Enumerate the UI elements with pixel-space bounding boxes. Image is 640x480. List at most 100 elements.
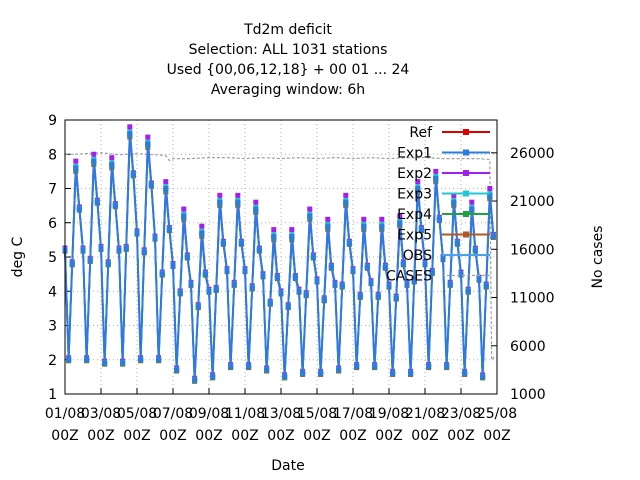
- point-exp2: [73, 158, 79, 164]
- point-exp2: [451, 192, 457, 198]
- y-axis-label: deg C: [10, 236, 26, 277]
- point-exp1: [462, 370, 468, 376]
- point-exp1: [206, 288, 212, 294]
- point-exp2: [379, 216, 385, 222]
- legend-label-exp5: Exp5: [397, 228, 432, 244]
- point-exp1: [264, 367, 270, 373]
- x-tick-sublabel: 00Z: [87, 428, 114, 444]
- point-exp1: [422, 261, 428, 267]
- point-exp1: [98, 245, 104, 251]
- x-tick-sublabel: 00Z: [339, 428, 366, 444]
- point-exp1: [127, 131, 133, 137]
- point-exp2: [199, 223, 205, 229]
- x-tick-sublabel: 00Z: [411, 428, 438, 444]
- series-layer: [62, 124, 496, 384]
- point-exp1: [418, 227, 424, 233]
- point-exp1: [343, 199, 349, 205]
- point-exp1: [318, 370, 324, 376]
- point-exp1: [372, 364, 378, 370]
- point-exp2: [343, 192, 349, 198]
- point-exp1: [285, 304, 291, 310]
- y-tick-label: 7: [48, 182, 57, 198]
- axis-ticks: 1 2 3 4 5 6 7 8 9 1000 6000 11000 16000 21000 26000 01/…: [45, 113, 555, 444]
- y2-tick-label: 21000: [510, 194, 555, 210]
- point-exp1: [177, 290, 183, 296]
- point-exp1: [174, 367, 180, 373]
- point-exp1: [346, 240, 352, 246]
- point-exp2: [253, 199, 259, 205]
- x-tick-sublabel: 00Z: [123, 428, 150, 444]
- point-exp1: [325, 223, 331, 229]
- series-line-exp1: [64, 133, 495, 381]
- point-exp1: [397, 220, 403, 226]
- x-tick-label: 07/08: [153, 406, 193, 422]
- point-exp1: [300, 370, 306, 376]
- point-exp1: [282, 374, 288, 380]
- point-exp2: [325, 216, 331, 222]
- point-exp1: [292, 275, 298, 281]
- point-exp1: [202, 271, 208, 277]
- legend-label-exp3: Exp3: [397, 187, 432, 203]
- point-exp1: [238, 240, 244, 246]
- point-exp1: [400, 261, 406, 267]
- y-tick-label: 5: [48, 250, 57, 266]
- x-axis-label: Date: [271, 458, 304, 474]
- point-exp1: [199, 230, 205, 236]
- legend-label-exp4: Exp4: [397, 207, 432, 223]
- point-exp1: [451, 199, 457, 205]
- point-exp1: [433, 175, 439, 181]
- point-exp1: [271, 233, 277, 239]
- point-exp1: [357, 293, 363, 299]
- x-tick-sublabel: 00Z: [303, 428, 330, 444]
- point-exp1: [134, 230, 140, 236]
- point-exp2: [181, 206, 187, 212]
- x-tick-label: 21/08: [405, 406, 445, 422]
- legend: Ref Exp1 Exp2 Exp3 Exp4 Exp5 OBS CASES: [386, 125, 490, 285]
- point-exp1: [102, 360, 108, 366]
- point-exp1: [487, 192, 493, 198]
- point-exp1: [246, 364, 252, 370]
- point-exp1: [444, 364, 450, 370]
- point-exp1: [166, 227, 172, 233]
- legend-label-ref: Ref: [409, 125, 433, 141]
- point-exp1: [130, 172, 136, 178]
- point-exp1: [393, 295, 399, 301]
- x-tick-label: 23/08: [441, 406, 481, 422]
- y2-axis-label: No cases: [590, 226, 606, 289]
- point-exp1: [332, 281, 338, 287]
- legend-label-exp2: Exp2: [397, 166, 432, 182]
- point-exp1: [84, 357, 90, 363]
- point-exp1: [188, 281, 194, 287]
- point-exp1: [314, 278, 320, 284]
- point-exp1: [465, 288, 471, 294]
- point-exp1: [69, 261, 75, 267]
- point-exp1: [116, 247, 122, 253]
- y2-tick-label: 26000: [510, 146, 555, 162]
- point-exp1: [224, 268, 230, 274]
- x-tick-sublabel: 00Z: [447, 428, 474, 444]
- x-tick-label: 05/08: [117, 406, 157, 422]
- point-exp1: [249, 285, 255, 291]
- point-exp1: [454, 240, 460, 246]
- point-exp1: [408, 370, 414, 376]
- point-exp2: [145, 134, 151, 140]
- point-exp1: [152, 235, 158, 241]
- legend-marker-exp3: [463, 190, 469, 197]
- point-exp2: [289, 227, 295, 233]
- point-exp1: [361, 223, 367, 229]
- point-exp2: [163, 179, 169, 185]
- point-exp1: [415, 186, 421, 191]
- point-exp1: [159, 271, 165, 277]
- legend-marker-ref: [463, 129, 469, 135]
- point-exp1: [66, 357, 72, 363]
- point-exp1: [436, 216, 442, 222]
- point-exp2: [127, 124, 133, 130]
- point-exp1: [404, 281, 410, 287]
- point-exp1: [228, 364, 234, 370]
- x-tick-label: 01/08: [45, 406, 85, 422]
- point-exp1: [235, 199, 241, 205]
- point-exp2: [487, 186, 493, 191]
- point-exp1: [447, 281, 453, 287]
- point-exp1: [123, 245, 129, 251]
